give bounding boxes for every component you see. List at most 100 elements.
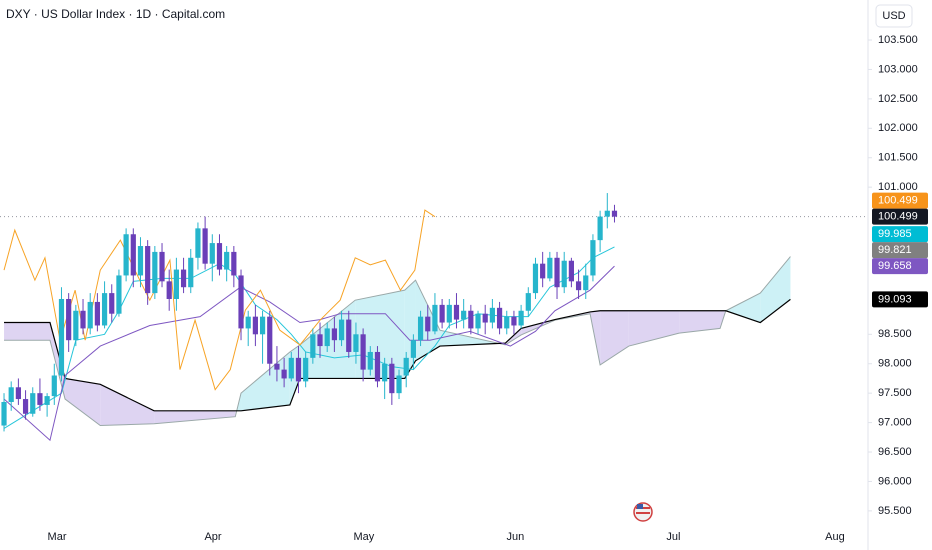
indicator-line [3, 265, 615, 442]
x-tick-label: Jul [666, 531, 680, 543]
cloud-segment [65, 378, 101, 426]
y-tick-label: 101.000 [878, 181, 918, 193]
candle-body [37, 393, 43, 405]
price-badge [872, 226, 928, 243]
candle-body [590, 240, 596, 276]
flag-icon [633, 502, 653, 522]
candle-body [561, 260, 567, 288]
candle-body [267, 316, 273, 364]
candle-body [461, 310, 467, 320]
x-tick-label: Aug [825, 531, 845, 543]
price-badge [872, 242, 928, 259]
candle-body [468, 310, 474, 329]
candle-body [317, 334, 323, 347]
candle-body [224, 251, 230, 270]
candle-body [425, 316, 431, 332]
candle-body [568, 260, 574, 282]
price-badge [872, 291, 928, 308]
y-tick-label: 101.500 [878, 152, 918, 164]
y-tick-label: 102.500 [878, 93, 918, 105]
y-tick-label: 97.500 [878, 387, 912, 399]
cloud-segment [4, 322, 50, 341]
candle-body [80, 310, 86, 329]
candle-body [145, 246, 151, 294]
candle-body [245, 316, 251, 329]
x-tick-label: Apr [204, 531, 221, 543]
candle-body [51, 375, 57, 397]
candle-body [432, 304, 438, 332]
candle-body [403, 357, 409, 376]
cloud-segment [100, 384, 155, 426]
currency-button[interactable] [875, 4, 913, 28]
candle-body [489, 307, 495, 323]
x-tick-label: Mar [48, 531, 67, 543]
candle-body [417, 316, 424, 341]
candle-body [540, 263, 546, 279]
candle-body [166, 281, 172, 299]
candle-body [611, 210, 618, 217]
candle-body [73, 310, 79, 341]
cloud-segment [154, 410, 236, 424]
price-badge-label: 99.985 [878, 228, 912, 240]
candle-body [180, 269, 187, 288]
candle-body [288, 357, 294, 379]
price-badge-label: 99.093 [878, 293, 912, 305]
candle-body [195, 228, 201, 258]
candle-body [202, 228, 208, 264]
candle-body [109, 293, 115, 314]
cloud-segment [628, 310, 680, 347]
price-badge-label: 99.821 [878, 244, 912, 256]
cloud-segment [725, 293, 761, 323]
candle-body [331, 328, 337, 341]
candle-body [367, 351, 373, 370]
candle-body [518, 310, 524, 326]
candle-body [496, 307, 503, 329]
candle-body [453, 304, 460, 320]
y-tick-label: 103.000 [878, 63, 918, 75]
candle-body [259, 316, 266, 335]
candle-body [504, 316, 510, 329]
candle-body [604, 210, 610, 217]
price-badge [872, 192, 928, 209]
candle-body [303, 357, 309, 382]
candle-body [30, 393, 36, 414]
currency[interactable]: USD [882, 10, 905, 22]
cloud-segment [760, 256, 791, 323]
candle-body [130, 234, 136, 276]
price-badge-label: 100.499 [878, 195, 918, 207]
candle-body [216, 243, 223, 270]
candle-body [137, 246, 144, 276]
y-tick-label: 96.500 [878, 446, 912, 458]
candle-body [389, 363, 395, 394]
candle-body [525, 293, 531, 311]
candle-body [101, 293, 108, 326]
candle-body [281, 369, 287, 379]
price-badge-label: 99.658 [878, 260, 912, 272]
candle-body [116, 275, 122, 314]
candle-body [360, 334, 366, 370]
candle-body [532, 263, 539, 294]
candle-body [159, 251, 165, 282]
candle-body [374, 351, 381, 382]
candle-body [58, 298, 65, 376]
candle-body [547, 257, 553, 279]
price-badge-label: 100.499 [878, 211, 918, 223]
candle-body [94, 301, 100, 326]
candle-body [583, 275, 589, 291]
candle-body [238, 275, 244, 329]
y-tick-label: 96.000 [878, 475, 912, 487]
candle-body [15, 387, 21, 400]
candle-body [274, 363, 280, 370]
candle-body [346, 319, 352, 352]
candle-body [152, 251, 158, 294]
plot-area [0, 193, 868, 442]
y-tick-label: 103.500 [878, 34, 918, 46]
chart-title: DXY · US Dollar Index · 1D · Capital.com [6, 7, 225, 21]
candle-body [188, 257, 194, 288]
x-tick-label: Jun [506, 531, 524, 543]
candle-body [1, 401, 7, 426]
candle-body [439, 304, 445, 323]
candle-body [66, 298, 72, 341]
y-tick-label: 102.000 [878, 122, 918, 134]
